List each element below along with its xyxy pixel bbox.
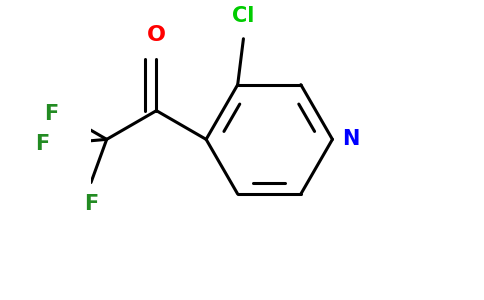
Text: N: N <box>343 129 360 149</box>
Text: F: F <box>35 134 49 154</box>
Text: F: F <box>84 194 98 214</box>
Text: Cl: Cl <box>232 6 255 26</box>
Text: F: F <box>44 103 58 124</box>
Text: O: O <box>147 25 166 45</box>
